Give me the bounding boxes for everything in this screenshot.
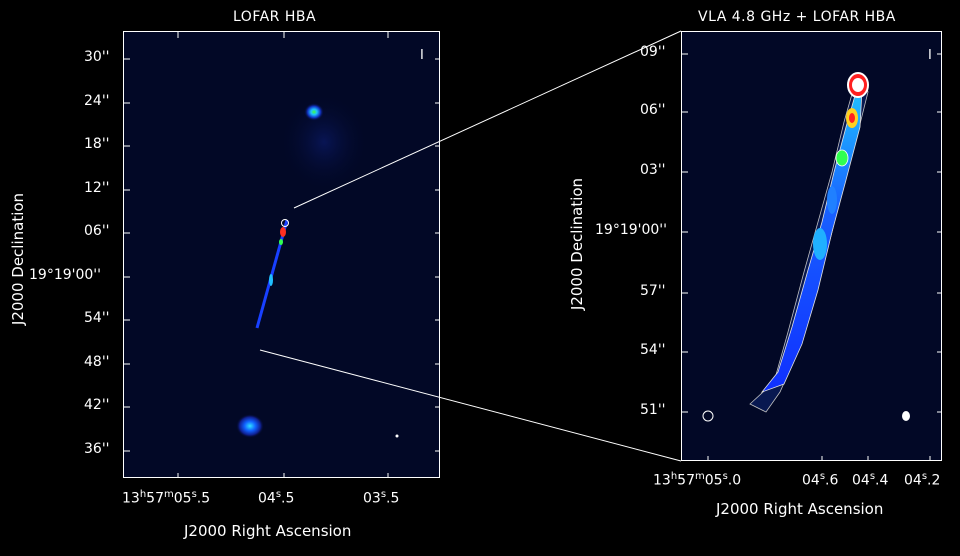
- right-radio-map: [682, 53, 941, 460]
- tick-seconds-unit: s: [380, 489, 387, 500]
- tick-seconds: 04: [802, 472, 820, 489]
- left-y-axis-label: J2000 Declination: [9, 192, 27, 326]
- right-x-tick: 13h57m05s.0: [653, 471, 741, 489]
- right-y-axis-label: J2000 Declination: [568, 177, 586, 311]
- tick-seconds-unit: s: [191, 489, 197, 500]
- right-panel-title: VLA 4.8 GHz + LOFAR HBA: [698, 9, 896, 25]
- right-jet: [749, 72, 869, 413]
- tick-seconds: 04: [258, 490, 276, 507]
- tick-seconds-unit: s: [819, 471, 826, 482]
- tick-fraction: .6: [825, 472, 839, 489]
- right-y-tick: 19°19'00'': [595, 222, 667, 238]
- left-y-tick: 18'': [84, 136, 110, 152]
- right-y-tick: 57'': [640, 283, 666, 299]
- right-y-tick: 54'': [640, 342, 666, 358]
- right-x-tick: 04s.6: [802, 471, 838, 489]
- tick-hours: 13: [653, 472, 671, 489]
- tick-seconds-unit: s: [921, 471, 928, 482]
- tick-seconds: 05: [173, 490, 192, 507]
- tick-seconds-unit: s: [869, 471, 876, 482]
- left-x-tick: 04s.5: [258, 489, 294, 507]
- left-y-tick: 06'': [84, 223, 110, 239]
- tick-fraction: .5: [196, 490, 211, 507]
- tick-minutes: 57: [146, 490, 164, 507]
- left-x-axis-label: J2000 Right Ascension: [184, 522, 352, 540]
- left-y-tick: 19°19'00'': [29, 267, 101, 283]
- right-y-tick: 06'': [640, 102, 666, 118]
- right-corner-mark: I: [928, 48, 932, 63]
- left-x-tick: 13h57m05s.5: [122, 489, 210, 507]
- tick-minutes: 57: [677, 472, 695, 489]
- right-y-tick: 51'': [640, 402, 666, 418]
- right-x-tick: 04s.2: [904, 471, 940, 489]
- tick-seconds-unit: s: [275, 489, 282, 500]
- tick-fraction: .2: [927, 472, 941, 489]
- tick-fraction: .5: [386, 490, 400, 507]
- right-x-axis-label: J2000 Right Ascension: [716, 500, 884, 518]
- top-lobe-blob: [304, 103, 324, 121]
- left-radio-map: [124, 32, 439, 477]
- tick-fraction: .0: [727, 472, 742, 489]
- tick-hours-unit: h: [139, 489, 147, 500]
- left-y-tick: 42'': [84, 397, 110, 413]
- tick-hours: 13: [122, 490, 140, 507]
- left-jet: [255, 219, 289, 329]
- left-y-tick: 36'': [84, 441, 110, 457]
- left-panel-title: LOFAR HBA: [233, 9, 317, 25]
- left-y-tick: 12'': [84, 180, 110, 196]
- left-y-tick: 48'': [84, 354, 110, 370]
- left-y-tick: 24'': [84, 93, 110, 109]
- left-y-tick: 30'': [84, 49, 110, 65]
- tick-minutes-unit: m: [164, 489, 174, 500]
- left-x-tick: 03s.5: [363, 489, 399, 507]
- tick-seconds: 05: [704, 472, 723, 489]
- right-x-tick: 04s.4: [852, 471, 888, 489]
- left-image-panel: I: [123, 31, 440, 478]
- tick-seconds-unit: s: [722, 471, 728, 482]
- tick-seconds: 04: [852, 472, 870, 489]
- tick-fraction: .5: [281, 490, 295, 507]
- right-y-tick: 03'': [640, 162, 666, 178]
- tick-minutes-unit: m: [695, 471, 705, 482]
- bottom-lobe-blob: [236, 414, 264, 438]
- tick-fraction: .4: [875, 472, 889, 489]
- left-y-tick: 54'': [84, 310, 110, 326]
- right-y-tick: 09'': [640, 44, 666, 60]
- tick-seconds: 03: [363, 490, 381, 507]
- right-image-panel: I: [681, 31, 942, 461]
- tick-seconds: 04: [904, 472, 922, 489]
- tick-hours-unit: h: [670, 471, 678, 482]
- left-corner-mark: I: [420, 48, 424, 63]
